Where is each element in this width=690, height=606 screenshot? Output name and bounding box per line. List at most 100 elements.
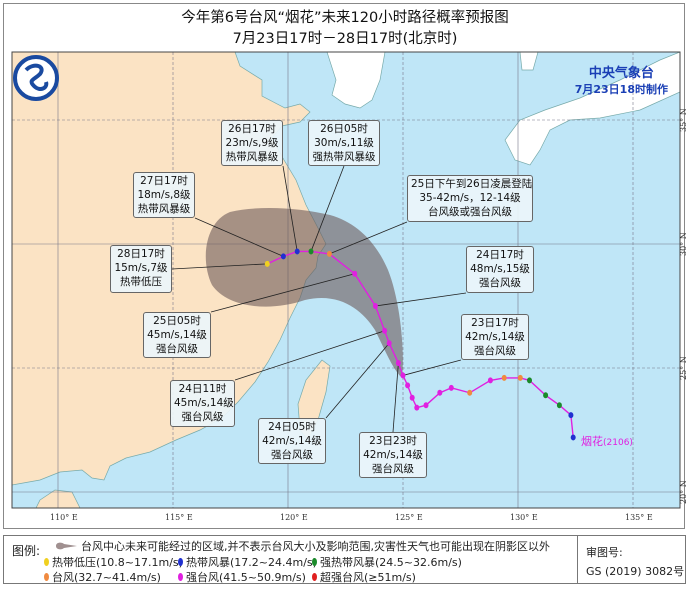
issuer-block: 中央气象台 7月23日18时制作 bbox=[575, 62, 668, 97]
track-point[interactable] bbox=[556, 402, 562, 409]
track-point[interactable] bbox=[405, 382, 411, 389]
track-points bbox=[264, 248, 576, 441]
track-point[interactable] bbox=[409, 394, 415, 401]
callout-line: 强台风级 bbox=[474, 345, 516, 357]
leader-line bbox=[392, 363, 399, 433]
callout-line: 27日17时 bbox=[140, 175, 188, 187]
legend-item-sty: 强台风(41.5~50.9m/s) bbox=[178, 569, 306, 585]
track-point[interactable] bbox=[414, 404, 420, 411]
track-point[interactable] bbox=[352, 270, 358, 277]
approval-number: GS (2019) 3082号 bbox=[586, 565, 685, 578]
lon-label: 120° E bbox=[280, 513, 308, 522]
leader-line bbox=[325, 342, 390, 419]
leader-line bbox=[210, 273, 355, 313]
callout-line: 23m/s,9级 bbox=[225, 137, 279, 149]
legend-title: 图例: bbox=[12, 544, 41, 558]
leader-line bbox=[402, 359, 462, 376]
callout-line: 18m/s,8级 bbox=[137, 189, 191, 201]
forecast-callout: 27日17时 18m/s,8级 热带风暴级 bbox=[133, 172, 195, 218]
track-point[interactable] bbox=[382, 327, 388, 334]
legend-item-label: 强台风(41.5~50.9m/s) bbox=[186, 571, 306, 584]
lat-label: 25° N bbox=[679, 356, 688, 380]
track-point[interactable] bbox=[308, 248, 314, 255]
legend-item-ty: 台风(32.7~41.4m/s) bbox=[44, 569, 161, 585]
issue-time: 7月23日18时制作 bbox=[574, 83, 668, 96]
track-point[interactable] bbox=[543, 392, 549, 399]
track-point[interactable] bbox=[437, 389, 443, 396]
approval-block: 审图号: GS (2019) 3082号 bbox=[586, 543, 684, 581]
legend-item-super: 超强台风(≥51m/s) bbox=[312, 569, 416, 585]
typhoon-symbol-icon bbox=[178, 558, 183, 566]
callout-line: 24日11时 bbox=[178, 383, 227, 395]
track-point[interactable] bbox=[400, 372, 406, 379]
typhoon-symbol-icon bbox=[44, 573, 49, 581]
typhoon-name: 烟花 bbox=[581, 435, 603, 448]
track-point[interactable] bbox=[487, 377, 493, 384]
callout-line: 强台风级 bbox=[479, 277, 521, 289]
callout-line: 45m/s,14级 bbox=[147, 329, 207, 341]
callout-line: 24日05时 bbox=[268, 421, 316, 433]
leader-line bbox=[329, 221, 408, 255]
lon-label: 110° E bbox=[50, 513, 78, 522]
typhoon-name-label: 烟花(2106) bbox=[581, 433, 633, 449]
lat-label: 35° N bbox=[679, 108, 688, 132]
callout-line: 26日05时 bbox=[320, 123, 368, 135]
legend-item-td: 热带低压(10.8~17.1m/s) bbox=[44, 554, 183, 570]
map-border bbox=[11, 51, 681, 509]
forecast-callout: 26日05时 30m/s,11级 强热带风暴级 bbox=[308, 120, 380, 166]
track-point[interactable] bbox=[501, 374, 507, 381]
probability-cone bbox=[205, 208, 403, 378]
legend-item-label: 热带低压(10.8~17.1m/s) bbox=[52, 556, 183, 569]
map-subtitle: 7月23日17时－28日17时(北京时) bbox=[232, 31, 458, 47]
callout-line: 强热带风暴级 bbox=[312, 151, 376, 163]
lat-label: 20° N bbox=[679, 480, 688, 504]
callout-line: 42m/s,14级 bbox=[262, 435, 322, 447]
callout-line: 45m/s,14级 bbox=[174, 397, 234, 409]
leader-line bbox=[194, 217, 284, 257]
lon-label: 130° E bbox=[510, 513, 538, 522]
legend-cone: 台风中心未来可能经过的区域,并不表示台风大小及影响范围,灾害性天气也可能出现在阴… bbox=[54, 538, 550, 554]
track-point[interactable] bbox=[372, 303, 378, 309]
legend-item-label: 强热带风暴(24.5~32.6m/s) bbox=[320, 556, 462, 569]
callout-line: 强台风级 bbox=[372, 463, 414, 475]
forecast-callout: 23日23时 42m/s,14级 强台风级 bbox=[359, 432, 427, 478]
track-point[interactable] bbox=[423, 402, 429, 409]
callout-line: 台风级或强台风级 bbox=[428, 206, 512, 218]
track-point[interactable] bbox=[517, 374, 523, 381]
track-point[interactable] bbox=[570, 434, 576, 441]
callout-line: 热带低压 bbox=[120, 276, 162, 288]
forecast-callout: 25日下午到26日凌晨登陆 35-42m/s，12-14级 台风级或强台风级 bbox=[407, 175, 533, 222]
axis-labels: 110° E 115° E 120° E 125° E 130° E 135° E 35° … bbox=[50, 108, 688, 522]
map-title: 今年第6号台风“烟花”未来120小时路径概率预报图 bbox=[181, 10, 509, 26]
forecast-callout: 24日17时 48m/s,15级 强台风级 bbox=[466, 246, 534, 293]
track-point[interactable] bbox=[386, 340, 392, 347]
legend-item-sts: 强热带风暴(24.5~32.6m/s) bbox=[312, 554, 462, 570]
issuer-name: 中央气象台 bbox=[588, 66, 654, 81]
track-point[interactable] bbox=[395, 360, 401, 367]
outer-frame bbox=[3, 3, 685, 529]
legend-item-label: 超强台风(≥51m/s) bbox=[320, 571, 416, 584]
track-point[interactable] bbox=[527, 377, 532, 384]
track-point[interactable] bbox=[467, 389, 473, 396]
legend-cone-text: 台风中心未来可能经过的区域,并不表示台风大小及影响范围,灾害性天气也可能出现在阴… bbox=[81, 540, 550, 553]
track-point[interactable] bbox=[568, 412, 574, 419]
lat-label: 30° N bbox=[679, 232, 688, 256]
track-point[interactable] bbox=[294, 248, 300, 255]
approval-label: 审图号: bbox=[586, 546, 623, 559]
track-point[interactable] bbox=[448, 384, 454, 391]
japan-north bbox=[519, 52, 539, 71]
callout-line: 15m/s,7级 bbox=[114, 262, 168, 274]
forecast-callout: 24日11时 45m/s,14级 强台风级 bbox=[170, 380, 235, 427]
track-point[interactable] bbox=[280, 253, 286, 260]
leader-line bbox=[171, 263, 268, 270]
callout-line: 热带风暴级 bbox=[137, 203, 191, 215]
forecast-callout: 24日05时 42m/s,14级 强台风级 bbox=[258, 418, 326, 464]
lon-label: 125° E bbox=[395, 513, 423, 522]
track-point[interactable] bbox=[326, 250, 332, 257]
callout-line: 24日17时 bbox=[476, 249, 524, 261]
callout-line: 23日17时 bbox=[471, 317, 519, 329]
callout-line: 强台风级 bbox=[181, 411, 224, 423]
legend-divider bbox=[577, 536, 578, 583]
typhoon-code: (2106) bbox=[603, 438, 633, 448]
track-point[interactable] bbox=[264, 260, 270, 267]
